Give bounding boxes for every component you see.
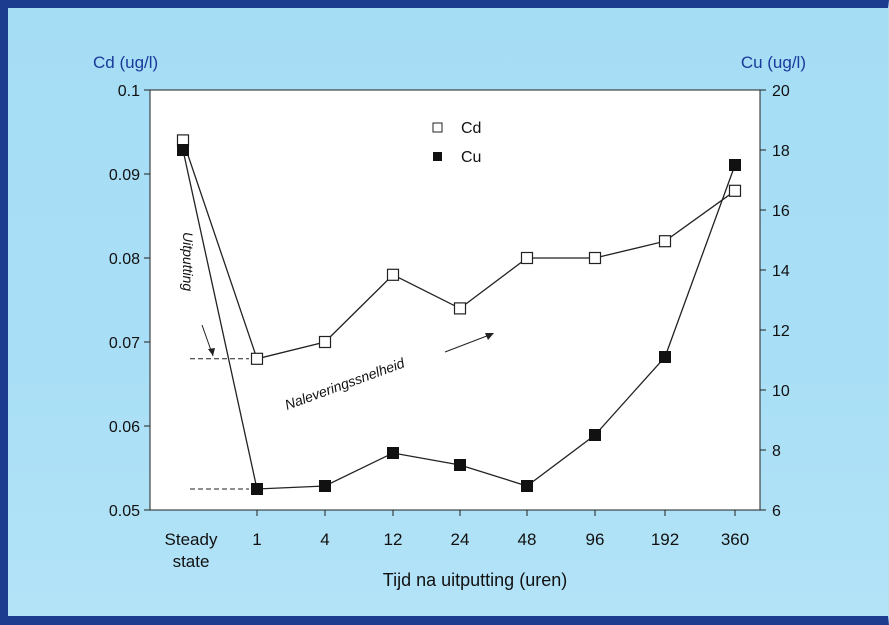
point-cu (387, 447, 399, 459)
right-tick-label: 14 (772, 263, 790, 280)
series-layer (176, 134, 742, 495)
right-tick-label: 10 (772, 383, 790, 400)
point-cd (318, 335, 332, 349)
point-cd (250, 352, 264, 365)
annotation-naleveringssnelheid-arrowhead (485, 333, 494, 340)
point-cd (520, 251, 534, 265)
x-tick-label: 12 (384, 530, 403, 549)
point-cu (729, 159, 741, 171)
point-cu (589, 429, 601, 441)
legend-marker-cu (433, 152, 442, 161)
x-tick-label: 1 (252, 530, 261, 549)
point-cu (177, 144, 189, 156)
plot-area (149, 89, 761, 511)
x-tick-label: 24 (451, 530, 470, 549)
left-tick-label: 0.05 (109, 503, 140, 520)
left-axis-ticks: 0.05 0.06 0.07 0.08 0.09 0.1 (109, 83, 150, 520)
left-tick-label: 0.09 (109, 167, 140, 184)
point-cd (658, 235, 672, 248)
legend: Cd Cu (432, 120, 481, 166)
point-cu (319, 480, 331, 492)
right-tick-label: 20 (772, 83, 790, 100)
legend-label-cu: Cu (461, 149, 481, 166)
x-tick-label: 96 (586, 530, 605, 549)
annotation-naleveringssnelheid-arrow (444, 333, 493, 353)
x-tick-label: Steady (165, 530, 218, 549)
point-cd (588, 251, 602, 265)
point-cu (659, 351, 671, 363)
point-cd (386, 268, 400, 281)
x-tick-label: state (173, 552, 210, 571)
right-tick-label: 18 (772, 143, 790, 160)
point-cu (454, 459, 466, 471)
right-axis-title: Cu (ug/l) (741, 53, 806, 72)
x-axis-ticks: Steady state 1 4 12 24 48 96 192 360 (165, 510, 749, 571)
left-tick-label: 0.08 (109, 251, 140, 268)
left-axis-title: Cd (ug/l) (93, 53, 158, 72)
x-tick-label: 192 (651, 530, 679, 549)
depletion-guides (190, 358, 249, 490)
right-tick-label: 12 (772, 323, 790, 340)
x-tick-label: 4 (320, 530, 329, 549)
x-tick-label: 48 (518, 530, 537, 549)
right-tick-label: 16 (772, 203, 790, 220)
legend-marker-cd (432, 122, 443, 133)
right-tick-label: 6 (772, 503, 781, 520)
point-cd (728, 184, 742, 197)
right-axis-ticks: 6 8 10 12 14 16 18 20 (760, 83, 790, 520)
x-axis-title: Tijd na uitputting (uren) (383, 570, 567, 590)
annotation-uitputting-arrowhead (208, 348, 215, 356)
left-tick-label: 0.06 (109, 419, 140, 436)
point-cd (453, 302, 467, 315)
left-tick-label: 0.07 (109, 335, 140, 352)
annotation-uitputting: Uitputting (180, 232, 196, 291)
legend-label-cd: Cd (461, 120, 481, 137)
point-cu (521, 480, 533, 492)
left-tick-label: 0.1 (118, 83, 140, 100)
right-tick-label: 8 (772, 443, 781, 460)
point-cu (251, 483, 263, 495)
x-tick-label: 360 (721, 530, 749, 549)
